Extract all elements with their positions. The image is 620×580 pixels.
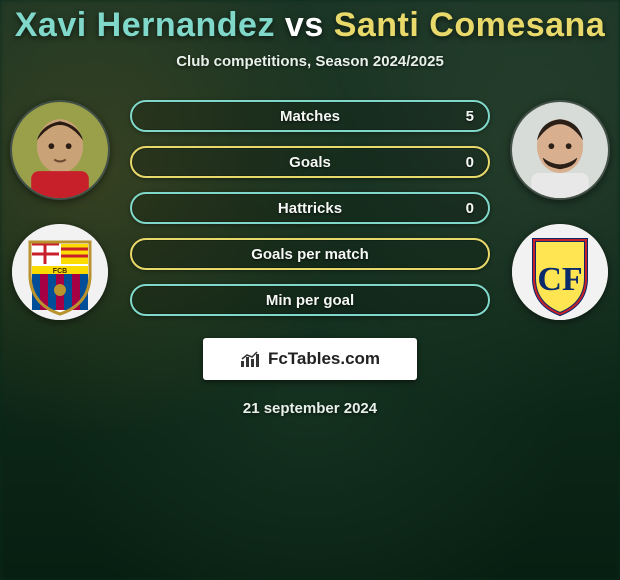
stat-right-value: 5 (466, 108, 474, 125)
watermark-text: FcTables.com (268, 349, 380, 369)
stat-row-matches: Matches 5 (130, 100, 490, 132)
stat-row-goals: Goals 0 (130, 146, 490, 178)
date-label: 21 september 2024 (243, 400, 377, 417)
barcelona-badge-icon: FCB (12, 224, 108, 320)
title-player2: Santi Comesana (334, 6, 606, 44)
stat-row-hattricks: Hattricks 0 (130, 192, 490, 224)
player1-club-badge: FCB (12, 224, 108, 320)
club1-label: FCB (53, 268, 67, 275)
watermark: FcTables.com (203, 338, 417, 380)
stat-row-min-per-goal: Min per goal (130, 284, 490, 316)
stat-right-value: 0 (466, 200, 474, 217)
stat-row-goals-per-match: Goals per match (130, 238, 490, 270)
page-title: Xavi Hernandez vs Santi Comesana (15, 6, 605, 45)
stats-column: Matches 5 Goals 0 Hattricks 0 Goals per … (130, 96, 490, 316)
stat-label: Goals (289, 154, 331, 171)
stat-label: Goals per match (251, 246, 369, 263)
comparison-row: FCB Matches 5 (0, 96, 620, 320)
player2-avatar (510, 100, 610, 200)
player1-avatar (10, 100, 110, 200)
villarreal-badge-icon: CF (512, 224, 608, 320)
stat-right-value: 0 (466, 154, 474, 171)
subtitle: Club competitions, Season 2024/2025 (176, 53, 444, 70)
player2-face-icon (512, 102, 608, 198)
stat-label: Min per goal (266, 292, 354, 309)
left-column: FCB (8, 96, 112, 320)
player2-club-badge: CF (512, 224, 608, 320)
right-column: CF (508, 96, 612, 320)
stat-label: Matches (280, 108, 340, 125)
chart-icon (240, 350, 262, 368)
stat-label: Hattricks (278, 200, 342, 217)
club2-label: CF (537, 261, 582, 298)
title-player1: Xavi Hernandez (15, 6, 275, 44)
player1-face-icon (12, 102, 108, 198)
title-vs: vs (285, 6, 324, 44)
